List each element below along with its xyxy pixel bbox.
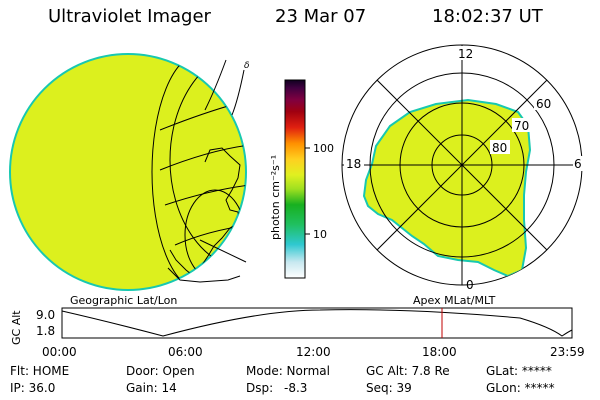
colorbar-tick-10: 10 bbox=[313, 228, 327, 241]
sequence-value: Seq: 39 bbox=[366, 381, 412, 395]
glat-value: GLat: ***** bbox=[486, 364, 552, 378]
ip-value: IP: 36.0 bbox=[10, 381, 56, 395]
apex-label: Apex MLat/MLT bbox=[413, 294, 496, 307]
geographic-label: Geographic Lat/Lon bbox=[70, 294, 178, 307]
dsp-value: -8.3 bbox=[284, 381, 308, 395]
altitude-curve bbox=[61, 309, 573, 337]
time-tick-0600: 06:00 bbox=[168, 345, 203, 359]
instrument-title: Ultraviolet Imager bbox=[48, 6, 211, 27]
colorbar-unit-label: photon cm⁻²s⁻¹ bbox=[269, 155, 282, 240]
altitude-plot: GC Alt bbox=[10, 307, 573, 345]
gc-altitude: GC Alt: 7.8 Re bbox=[366, 364, 450, 378]
color-bar: 100 10 photon cm⁻²s⁻¹ bbox=[269, 79, 334, 279]
time-tick-0000: 00:00 bbox=[42, 345, 77, 359]
dsp-label: Dsp: bbox=[246, 381, 274, 395]
glon-value: GLon: ***** bbox=[486, 381, 555, 395]
geographic-image: δ bbox=[9, 53, 250, 291]
polar-plot: 12 18 6 0 60 70 80 bbox=[341, 44, 583, 292]
flight-status: Flt: HOME bbox=[10, 364, 70, 378]
time-tick-1200: 12:00 bbox=[296, 345, 331, 359]
time-tick-2359: 23:59 bbox=[550, 345, 585, 359]
mlt-label-0: 0 bbox=[466, 278, 474, 292]
altitude-axis-label: GC Alt bbox=[10, 310, 23, 345]
altitude-tick-1-8: 1.8 bbox=[36, 324, 56, 338]
altitude-tick-9: 9.0 bbox=[36, 308, 56, 322]
colorbar-tick-100: 100 bbox=[313, 142, 334, 155]
door-status: Door: Open bbox=[126, 364, 195, 378]
map-annotation: δ bbox=[244, 61, 250, 71]
lat-label-70: 70 bbox=[514, 119, 529, 133]
date-label: 23 Mar 07 bbox=[275, 6, 367, 27]
lat-label-60: 60 bbox=[536, 97, 551, 111]
mlt-label-18: 18 bbox=[346, 157, 361, 171]
gain-value: Gain: 14 bbox=[126, 381, 177, 395]
lat-label-80: 80 bbox=[492, 141, 507, 155]
time-tick-1800: 18:00 bbox=[422, 345, 457, 359]
mlt-label-6: 6 bbox=[574, 157, 582, 171]
time-label: 18:02:37 UT bbox=[432, 6, 543, 27]
mode-status: Mode: Normal bbox=[246, 364, 330, 378]
mlt-label-12: 12 bbox=[458, 47, 473, 61]
